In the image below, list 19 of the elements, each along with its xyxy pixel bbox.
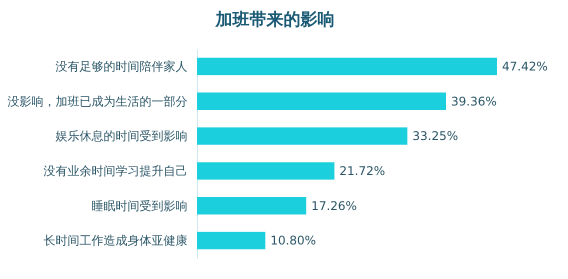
- y-tick-label: 没有业余时间学习提升自己: [44, 164, 188, 178]
- y-tick-label: 睡眠时间受到影响: [92, 198, 188, 213]
- bar: [197, 162, 334, 180]
- bar: [197, 197, 306, 214]
- bar: [197, 232, 266, 250]
- chart-title: 加班带来的影响: [214, 10, 334, 30]
- data-label: 47.42%: [502, 59, 548, 74]
- data-label: 21.72%: [339, 164, 386, 178]
- bar: [197, 127, 408, 145]
- bar: [197, 58, 497, 76]
- data-label: 10.80%: [270, 234, 316, 248]
- bar: [197, 92, 446, 110]
- y-tick-label: 没影响，加班已成为生活的一部分: [8, 94, 188, 108]
- data-label: 39.36%: [451, 94, 497, 108]
- data-label: 17.26%: [311, 198, 357, 213]
- y-tick-label: 没有足够的时间陪伴家人: [56, 59, 188, 74]
- data-label: 33.25%: [412, 129, 458, 144]
- y-tick-label: 娱乐休息的时间受到影响: [56, 129, 188, 144]
- y-tick-label: 长时间工作造成身体亚健康: [44, 234, 188, 248]
